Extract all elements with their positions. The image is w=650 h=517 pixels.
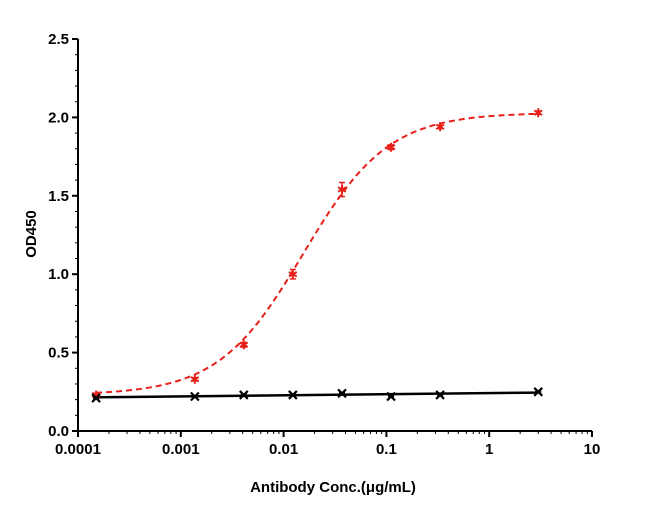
- red-data-point: [288, 269, 298, 279]
- red-data-point: [239, 340, 249, 350]
- black-data-point: [91, 393, 101, 403]
- x-axis-title: Antibody Conc.(μg/mL): [250, 479, 416, 496]
- red-data-point: [190, 374, 200, 384]
- x-tick-label: 1: [485, 441, 493, 458]
- x-tick-label: 10: [584, 441, 601, 458]
- y-tick-label: 2.0: [48, 109, 69, 126]
- y-tick-label: 0.5: [48, 345, 69, 362]
- red-fit-curve: [96, 112, 539, 394]
- x-tick-label: 0.001: [162, 441, 200, 458]
- red-data-point: [386, 142, 396, 152]
- red-data-point: [435, 122, 445, 132]
- black-data-point: [288, 390, 298, 400]
- fit-lines: [96, 112, 539, 399]
- y-tick-label: 2.5: [48, 31, 69, 48]
- data-marks: [91, 108, 544, 403]
- x-tick-label: 0.01: [269, 441, 298, 458]
- red-data-point: [337, 185, 347, 195]
- black-data-point: [533, 387, 544, 397]
- y-tick-label: 1.0: [48, 266, 69, 283]
- black-data-point: [239, 390, 249, 400]
- black-data-point: [386, 391, 396, 402]
- red-data-point: [533, 108, 543, 118]
- x-tick-label: 0.1: [376, 441, 397, 458]
- black-data-point: [337, 388, 347, 399]
- y-tick-label: 1.5: [48, 188, 69, 205]
- black-data-point: [435, 390, 445, 400]
- x-tick-label: 0.0001: [55, 441, 101, 458]
- axes: [77, 39, 592, 432]
- black-data-point: [190, 391, 200, 402]
- black-fit-line: [96, 391, 539, 399]
- y-tick-label: 0.0: [48, 423, 69, 440]
- ticks: 0.0 0.5 1.0 1.5 2.0 2.5 0.0001 0.001 0.01 0.1 1 10: [48, 31, 600, 458]
- y-axis-title: OD450: [23, 210, 40, 258]
